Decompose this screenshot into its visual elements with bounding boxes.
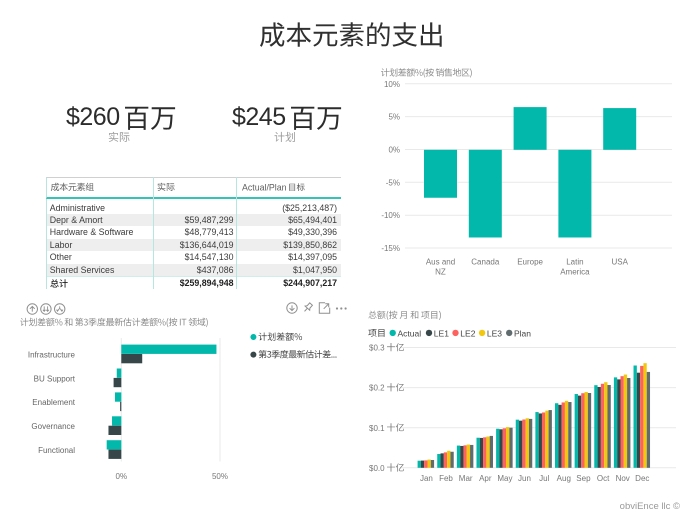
svg-text:50%: 50% xyxy=(212,472,228,481)
svg-text:10%: 10% xyxy=(384,80,400,89)
svg-text:LE1: LE1 xyxy=(434,329,449,339)
svg-text:Mar: Mar xyxy=(459,474,473,483)
svg-text:0%: 0% xyxy=(116,472,128,481)
svg-text:Oct: Oct xyxy=(597,474,610,483)
svg-text:Functional: Functional xyxy=(38,446,75,455)
svg-text:Infrastructure: Infrastructure xyxy=(28,350,76,359)
svg-text:-5%: -5% xyxy=(386,178,400,187)
svg-text:Jun: Jun xyxy=(518,474,531,483)
svg-text:Dec: Dec xyxy=(635,474,649,483)
svg-text:Governance: Governance xyxy=(31,422,75,431)
svg-text:5%: 5% xyxy=(388,113,400,122)
svg-text:Actual/Plan: Actual/Plan xyxy=(242,182,287,192)
svg-text:USA: USA xyxy=(611,258,628,267)
svg-text:Jan: Jan xyxy=(420,474,433,483)
svg-text:Apr: Apr xyxy=(479,474,492,483)
svg-text:Nov: Nov xyxy=(616,474,630,483)
svg-text:Feb: Feb xyxy=(439,474,453,483)
svg-text:-15%: -15% xyxy=(381,244,400,253)
svg-text:LE2: LE2 xyxy=(460,329,475,339)
svg-text:NZ: NZ xyxy=(435,268,446,277)
svg-text:May: May xyxy=(497,474,512,483)
svg-text:$0.1: $0.1 xyxy=(369,424,385,433)
svg-text:LE3: LE3 xyxy=(487,329,502,339)
svg-text:America: America xyxy=(560,268,590,277)
svg-text:Jul: Jul xyxy=(539,474,549,483)
svg-text:Plan: Plan xyxy=(514,329,531,339)
svg-text:$0.2: $0.2 xyxy=(369,384,385,393)
svg-text:Actual: Actual xyxy=(398,329,422,339)
svg-text:Aus and: Aus and xyxy=(426,258,455,267)
svg-text:BU Support: BU Support xyxy=(34,374,76,383)
svg-text:Canada: Canada xyxy=(471,258,500,267)
svg-text:$0.3: $0.3 xyxy=(369,344,385,353)
svg-text:$0.0: $0.0 xyxy=(369,464,385,473)
svg-text:Latin: Latin xyxy=(566,258,583,267)
svg-text:Sep: Sep xyxy=(576,474,591,483)
svg-text:Aug: Aug xyxy=(557,474,571,483)
svg-text:0%: 0% xyxy=(388,146,400,155)
svg-text:Europe: Europe xyxy=(517,258,543,267)
svg-text:-10%: -10% xyxy=(381,211,400,220)
svg-text:Enablement: Enablement xyxy=(32,398,75,407)
